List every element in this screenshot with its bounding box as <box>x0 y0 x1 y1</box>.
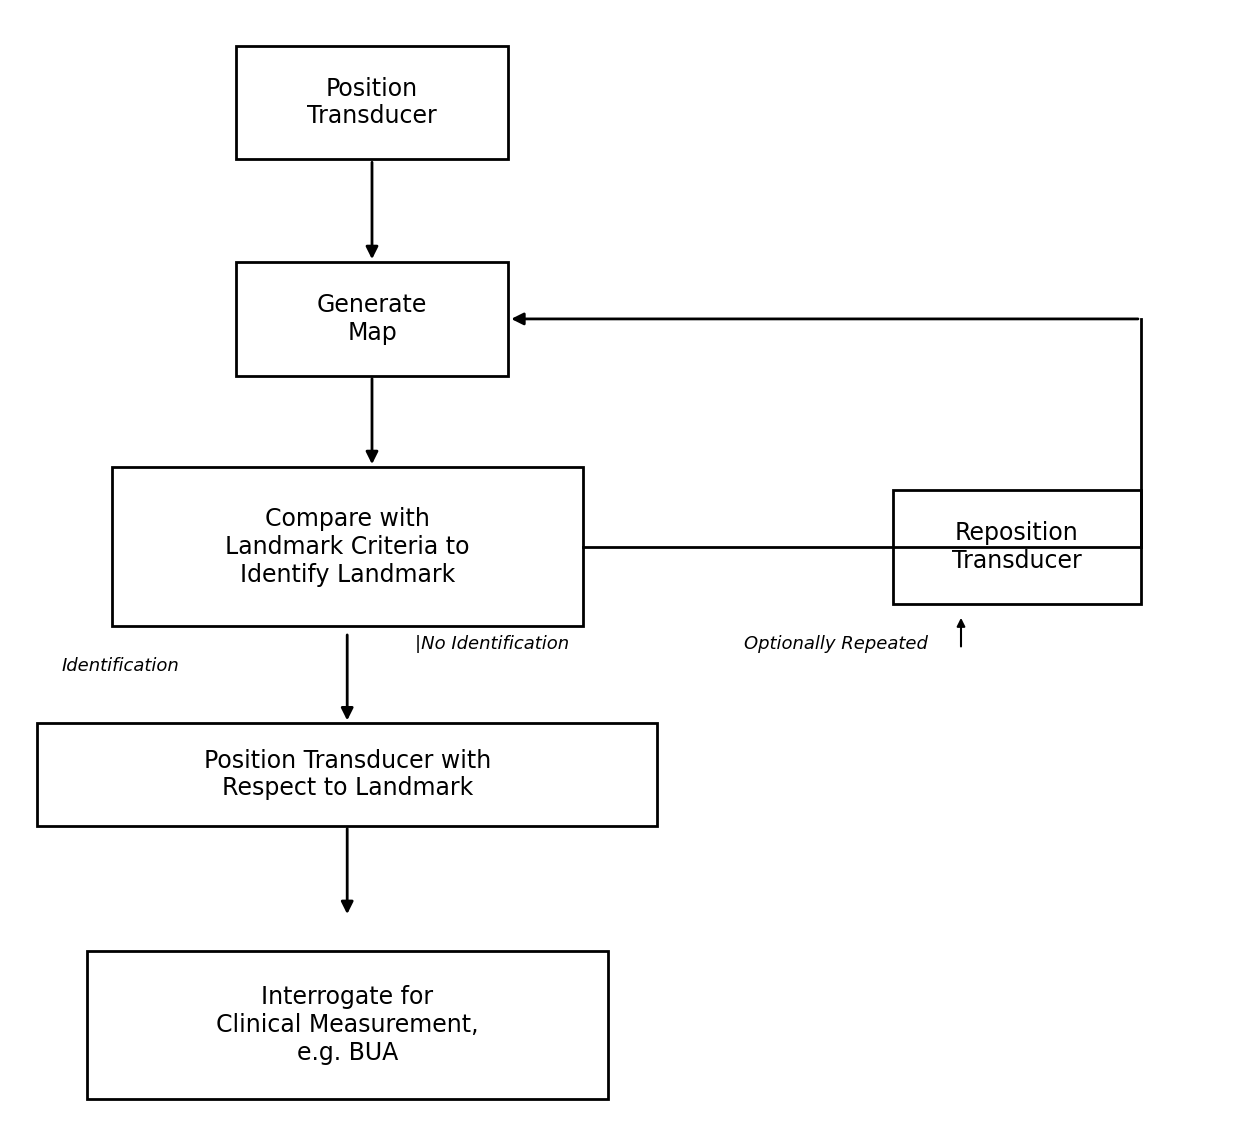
Bar <box>893 490 1141 604</box>
Bar <box>236 262 508 376</box>
Bar <box>236 46 508 159</box>
Text: Reposition
Transducer: Reposition Transducer <box>952 521 1081 573</box>
Bar <box>112 467 583 626</box>
Text: |No Identification: |No Identification <box>415 634 569 653</box>
Text: Interrogate for
Clinical Measurement,
e.g. BUA: Interrogate for Clinical Measurement, e.… <box>216 985 479 1065</box>
Text: Compare with
Landmark Criteria to
Identify Landmark: Compare with Landmark Criteria to Identi… <box>224 507 470 587</box>
Bar <box>87 951 608 1099</box>
Text: Identification: Identification <box>62 657 180 675</box>
Text: Optionally Repeated: Optionally Repeated <box>744 634 928 653</box>
Text: Generate
Map: Generate Map <box>316 293 428 345</box>
Bar <box>37 723 657 826</box>
Text: Position Transducer with
Respect to Landmark: Position Transducer with Respect to Land… <box>203 748 491 801</box>
Text: Position
Transducer: Position Transducer <box>308 76 436 129</box>
